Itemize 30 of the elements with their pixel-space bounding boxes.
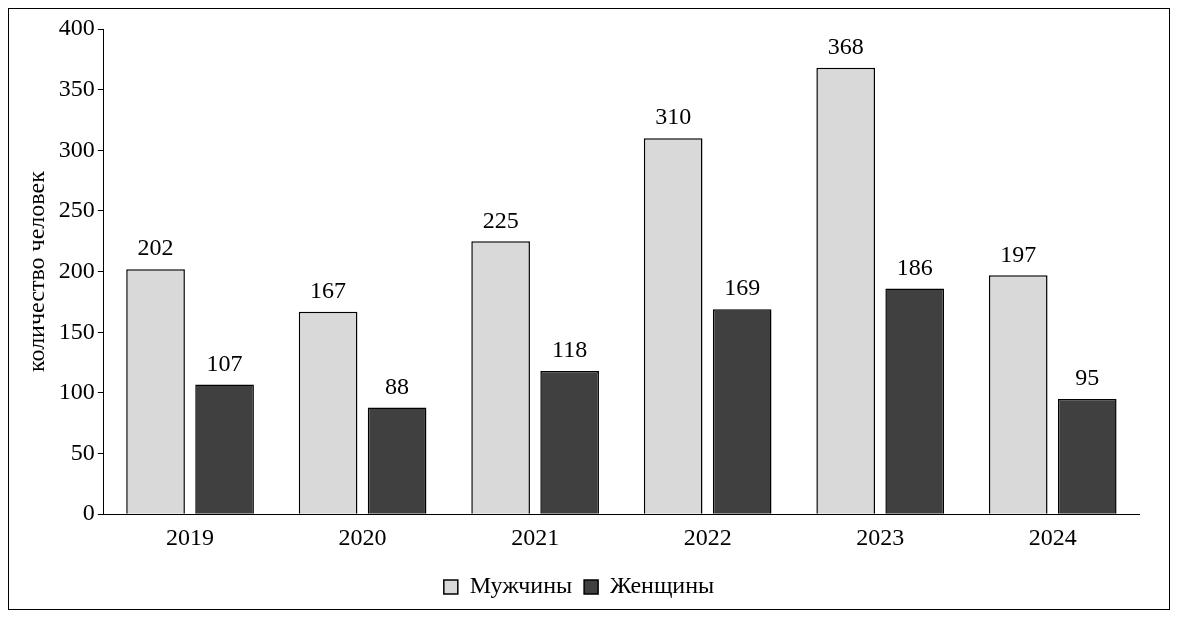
x-tick-label: 2022: [683, 523, 732, 550]
data-label: 225: [482, 206, 519, 233]
y-tick-label: 200: [58, 256, 95, 283]
x-tick-label: 2019: [166, 523, 215, 550]
data-label: 88: [385, 372, 410, 399]
x-tick-label: 2020: [338, 523, 387, 550]
y-tick-label: 50: [70, 438, 95, 465]
data-label: 202: [137, 234, 174, 261]
y-tick-label: 150: [58, 317, 95, 344]
y-axis-title: количество человек: [22, 170, 49, 372]
y-tick-label: 350: [58, 74, 95, 101]
data-label: 95: [1075, 364, 1100, 391]
data-label: 310: [655, 103, 692, 130]
legend-label: Мужчины: [469, 572, 573, 599]
y-tick-label: 0: [82, 499, 95, 526]
data-label: 186: [896, 253, 933, 280]
y-tick-label: 100: [58, 378, 95, 405]
x-tick-label: 2024: [1028, 523, 1077, 550]
data-label: 167: [310, 276, 347, 303]
data-label: 107: [206, 349, 243, 376]
x-tick-label: 2021: [511, 523, 560, 550]
x-tick-label: 2023: [856, 523, 905, 550]
data-label: 118: [552, 336, 588, 363]
y-tick-label: 250: [58, 196, 95, 223]
data-label: 197: [1000, 240, 1037, 267]
data-label: 169: [724, 274, 761, 301]
data-label: 368: [827, 33, 864, 60]
y-tick-label: 400: [58, 14, 95, 41]
legend-label: Женщины: [610, 572, 715, 599]
y-tick-label: 300: [58, 135, 95, 162]
